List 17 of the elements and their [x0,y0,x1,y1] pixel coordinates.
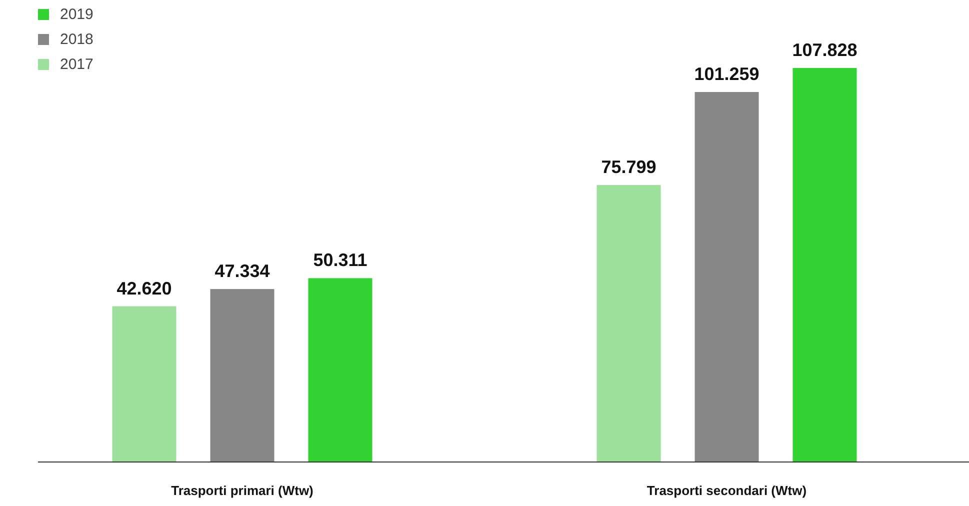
bar [792,68,857,462]
data-label: 107.828 [792,40,858,60]
legend-label: 2019 [60,6,94,23]
legend-label: 2018 [60,31,94,48]
bar [596,185,661,462]
data-label: 101.259 [694,64,760,84]
bar [308,278,372,462]
x-tick-label: Trasporti primari (Wtw) [171,483,314,498]
data-label: 75.799 [601,157,656,178]
legend-label: 2017 [60,56,94,73]
bar [694,92,759,462]
data-label: 50.311 [313,250,368,270]
data-label: 42.620 [116,278,172,298]
x-tick-label: Trasporti secondari (Wtw) [646,483,807,498]
bar [210,289,274,462]
data-label: 47.334 [214,261,270,282]
bar [112,306,176,462]
